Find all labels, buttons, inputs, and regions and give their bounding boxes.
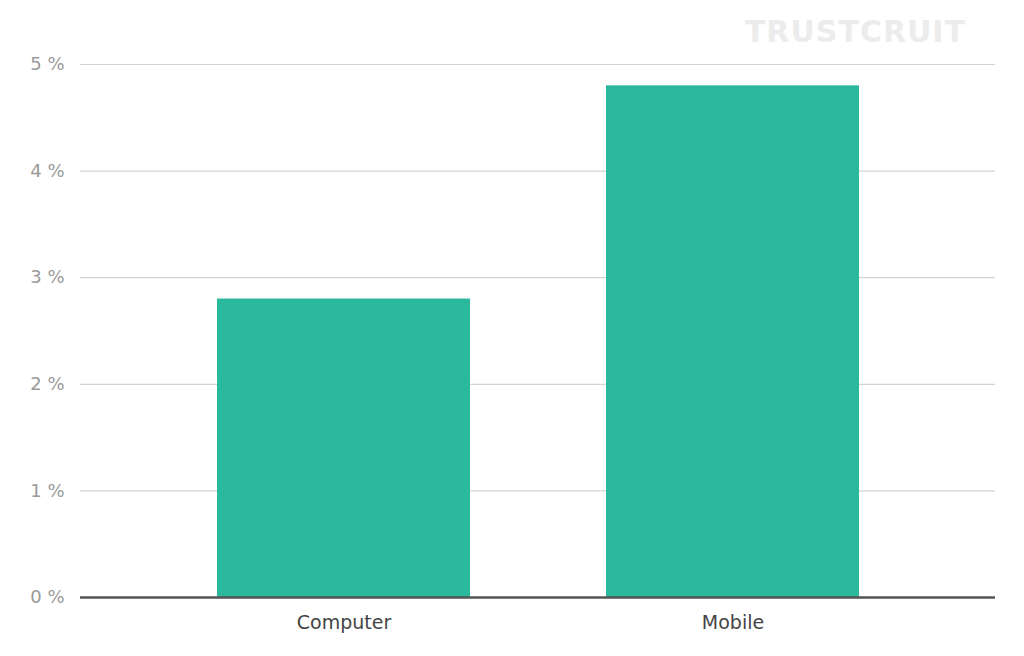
svg-text:0 %: 0 % [30, 586, 64, 607]
svg-text:2 %: 2 % [30, 373, 64, 394]
svg-text:4 %: 4 % [30, 160, 64, 181]
html-text:TRUSTCRUIT: TRUSTCRUIT [744, 14, 966, 49]
svg-text:Computer: Computer [297, 611, 392, 633]
svg-text:5 %: 5 % [30, 53, 64, 74]
svg-text:Mobile: Mobile [702, 611, 764, 633]
svg-text:1 %: 1 % [30, 480, 64, 501]
svg-text:3 %: 3 % [30, 266, 64, 287]
